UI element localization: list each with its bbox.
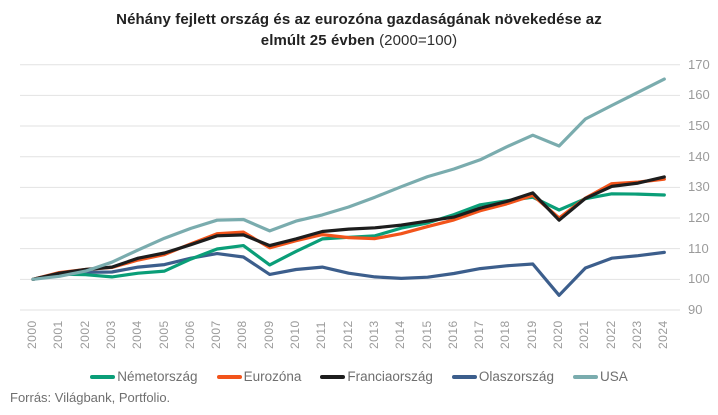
x-tick-label: 2005 xyxy=(156,320,171,349)
x-tick-label: 2015 xyxy=(419,320,434,349)
legend-label-franciaorszag: Franciaország xyxy=(347,369,433,384)
y-tick-label: 130 xyxy=(688,179,710,195)
x-tick-label: 2011 xyxy=(314,321,329,349)
legend-label-usa: USA xyxy=(599,369,628,384)
x-tick-label: 2014 xyxy=(393,320,408,349)
y-tick-label: 140 xyxy=(688,148,710,164)
legend-marker-franciaorszag xyxy=(320,374,346,379)
x-tick-label: 2003 xyxy=(103,320,118,349)
legend-label-eurozona: Eurozóna xyxy=(243,369,302,384)
x-tick-label: 2006 xyxy=(182,320,197,349)
legend-marker-eurozona xyxy=(216,374,242,379)
legend-marker-usa xyxy=(572,374,598,379)
x-tick-label: 2002 xyxy=(77,320,92,349)
series-line-olaszorszag xyxy=(31,250,666,297)
chart-title: Néhány fejlett ország és az eurozóna gaz… xyxy=(0,9,718,51)
x-tick-label: 2004 xyxy=(130,320,145,349)
y-tick-label: 100 xyxy=(688,271,710,287)
x-tick-label: 2021 xyxy=(577,320,592,349)
x-tick-label: 2000 xyxy=(25,320,39,349)
x-tick-label: 2013 xyxy=(366,320,381,349)
x-tick-label: 2016 xyxy=(445,320,460,349)
source-note: Forrás: Világbank, Portfolio. xyxy=(10,390,171,405)
x-tick-label: 2007 xyxy=(209,320,224,349)
x-tick-label: 2012 xyxy=(340,320,355,349)
legend-item-usa[interactable]: USA xyxy=(572,369,628,384)
x-tick-label: 2022 xyxy=(603,320,618,349)
legend-item-nemetorszag[interactable]: Németország xyxy=(90,369,198,384)
chart-title-line1: Néhány fejlett ország és az eurozóna gaz… xyxy=(116,11,602,28)
x-tick-label: 2018 xyxy=(498,320,513,349)
y-tick-label: 150 xyxy=(688,118,710,134)
legend-label-nemetorszag: Németország xyxy=(117,369,198,384)
y-tick-label: 90 xyxy=(688,302,703,317)
legend-marker-nemetorszag xyxy=(90,374,116,379)
legend-item-olaszorszag[interactable]: Olaszország xyxy=(451,369,554,384)
x-tick-label: 2019 xyxy=(524,320,539,349)
x-tick-label: 2024 xyxy=(656,320,671,349)
x-tick-label: 2017 xyxy=(472,320,487,349)
x-tick-label: 2010 xyxy=(288,320,303,349)
series-line-usa xyxy=(31,77,666,281)
x-tick-label: 2008 xyxy=(235,320,250,349)
x-tick-label: 2009 xyxy=(261,320,276,349)
plot-area[interactable] xyxy=(0,0,718,362)
x-tick-label: 2020 xyxy=(551,320,566,349)
legend: Németország Eurozóna Franciaország Olaszors… xyxy=(0,369,718,384)
y-tick-label: 120 xyxy=(688,210,710,225)
y-tick-label: 170 xyxy=(688,56,710,72)
series-line-franciaorszag xyxy=(31,175,666,281)
legend-item-eurozona[interactable]: Eurozóna xyxy=(216,369,302,384)
x-tick-label: 2023 xyxy=(629,320,644,349)
legend-marker-olaszorszag xyxy=(451,374,477,379)
legend-item-franciaorszag[interactable]: Franciaország xyxy=(320,369,433,384)
chart-title-index-base: (2000=100) xyxy=(379,32,458,49)
y-tick-label: 160 xyxy=(688,87,710,103)
chart-title-line2-bold: elmúlt 25 évben xyxy=(260,32,375,49)
y-tick-label: 110 xyxy=(688,240,709,256)
legend-label-olaszorszag: Olaszország xyxy=(478,369,554,384)
x-tick-label: 2001 xyxy=(51,320,66,349)
